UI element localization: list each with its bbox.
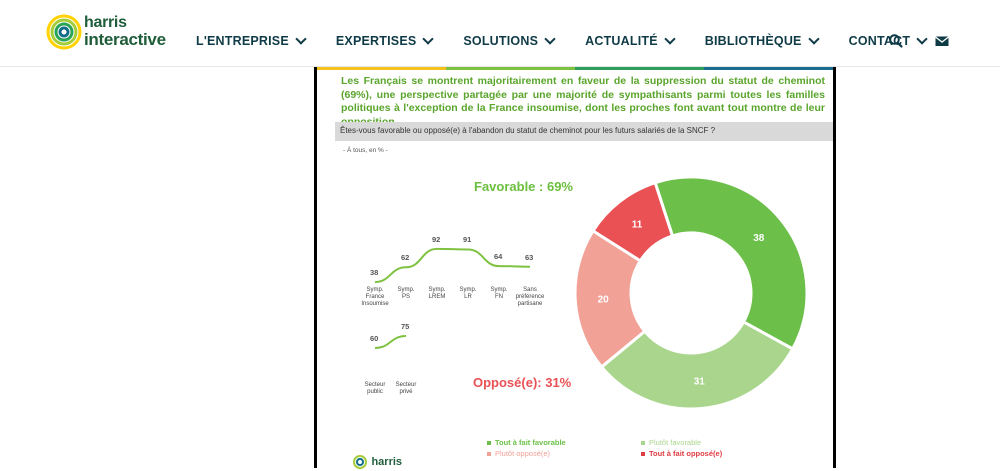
footer-logo: harris [353, 453, 402, 471]
category-label-line: privé [399, 389, 413, 395]
category-label-line: préférence [515, 294, 545, 300]
site-header: harris interactive L'ENTREPRISE EXPERTIS… [0, 0, 1000, 67]
data-label: 91 [463, 235, 472, 245]
logo-line1: harris [84, 14, 127, 31]
legend-label: Plutôt favorable [649, 438, 702, 447]
category-label-line: LREM [428, 294, 446, 300]
oppose-total: Opposé(e): 31% [473, 375, 572, 390]
infographic-frame: Les Français se montrent majoritairement… [314, 67, 836, 471]
main-nav: L'ENTREPRISE EXPERTISES SOLUTIONS ACTUAL… [196, 30, 957, 52]
legend-item: Plutôt favorable [641, 438, 701, 447]
data-label: 38 [370, 268, 379, 278]
footer-logo-text: harris [371, 455, 403, 468]
data-label: 92 [432, 234, 441, 244]
series-line [374, 335, 407, 349]
color-strip [317, 67, 833, 70]
donut-slice [599, 319, 795, 409]
category-label-line: FN [495, 294, 503, 300]
nav-label: L'ENTREPRISE [196, 34, 289, 48]
category-label-line: LR [464, 294, 472, 300]
nav-actualite[interactable]: ACTUALITÉ [585, 30, 676, 52]
base-note: - À tous, en % - [343, 147, 388, 154]
party-line-chart [374, 247, 531, 284]
donut-slice [575, 228, 647, 370]
chevron-down-icon [422, 33, 435, 45]
category-label-line: Insoumise [361, 301, 389, 307]
category-label: Symp. France Insoumise [355, 287, 395, 308]
chevron-down-icon [664, 33, 676, 45]
nav-expertises[interactable]: EXPERTISES [335, 30, 435, 52]
series-line [374, 247, 531, 284]
category-label-line: Secteur [364, 382, 386, 388]
legend-swatch [641, 451, 645, 456]
nav-solutions[interactable]: SOLUTIONS [463, 30, 556, 52]
legend-swatch [641, 440, 645, 445]
infographic-slide: Les Français se montrent majoritairement… [317, 67, 833, 471]
nav-label: BIBLIOTHÈQUE [704, 34, 802, 48]
data-label: 60 [370, 334, 379, 343]
category-label-line: Secteur [395, 382, 417, 388]
favorable-total: Favorable : 69% [474, 179, 573, 194]
donut-slice [590, 180, 675, 263]
question-bar: Êtes-vous favorable ou opposé(e) à l'aba… [335, 122, 833, 141]
legend-item: Tout à fait opposé(e) [641, 449, 722, 458]
data-label: 75 [401, 322, 410, 331]
category-label-line: Symp. [428, 287, 446, 293]
logo-mark-icon [46, 14, 82, 50]
chevron-down-icon [295, 33, 307, 45]
brand-logo[interactable]: harris interactive [44, 10, 174, 56]
donut-chart: 38 31 20 11 [575, 177, 807, 409]
legend-label: Tout à fait favorable [495, 438, 566, 447]
slice-label: 38 [753, 233, 765, 244]
category-label: Secteur public [355, 382, 395, 396]
category-label-line: Sans [523, 287, 537, 293]
category-label: Secteur privé [386, 382, 426, 396]
legend-label: Tout à fait opposé(e) [649, 449, 723, 458]
slice-label: 20 [598, 295, 610, 306]
slice-label: 11 [632, 219, 643, 230]
legend-item: Plutôt opposé(e) [487, 449, 550, 458]
nav-label: SOLUTIONS [463, 34, 539, 48]
category-label-line: France [365, 294, 385, 300]
sector-line-chart [374, 335, 407, 349]
nav-entreprise[interactable]: L'ENTREPRISE [196, 30, 307, 52]
legend-swatch [487, 440, 491, 445]
search-icon[interactable] [888, 33, 904, 49]
nav-label: EXPERTISES [335, 34, 417, 48]
category-label-line: Symp. [397, 287, 415, 293]
category-label: Symp. PS [386, 287, 426, 301]
category-label-line: Symp. [490, 287, 508, 293]
data-label: 63 [525, 252, 534, 262]
data-label: 62 [401, 253, 410, 263]
category-label-line: Symp. [366, 287, 384, 293]
category-label: Sans préférence partisane [510, 287, 550, 308]
category-label-line: partisane [517, 301, 543, 307]
nav-label: ACTUALITÉ [585, 34, 658, 48]
slide-headline: Les Français se montrent majoritairement… [341, 75, 825, 128]
category-label-line: public [367, 389, 383, 395]
legend-label: Plutôt opposé(e) [495, 449, 551, 458]
logo-mark-icon [353, 454, 367, 469]
legend-swatch [487, 451, 491, 456]
donut-slice [653, 177, 807, 351]
data-label: 64 [494, 252, 503, 262]
category-label: Symp. FN [479, 287, 519, 301]
legend-item: Tout à fait favorable [487, 438, 566, 447]
chevron-down-icon [544, 33, 556, 45]
category-label-line: PS [401, 294, 410, 300]
survey-question: Êtes-vous favorable ou opposé(e) à l'aba… [340, 126, 716, 135]
category-label: Symp. LREM [417, 287, 457, 301]
chevron-down-icon [807, 33, 820, 45]
category-label: Symp. LR [448, 287, 488, 301]
nav-bibliotheque[interactable]: BIBLIOTHÈQUE [704, 30, 820, 52]
mail-icon[interactable] [934, 33, 950, 49]
chevron-down-icon [916, 33, 928, 45]
slice-label: 31 [694, 377, 706, 388]
logo-line2: interactive [84, 30, 166, 49]
category-label-line: Symp. [459, 287, 477, 293]
